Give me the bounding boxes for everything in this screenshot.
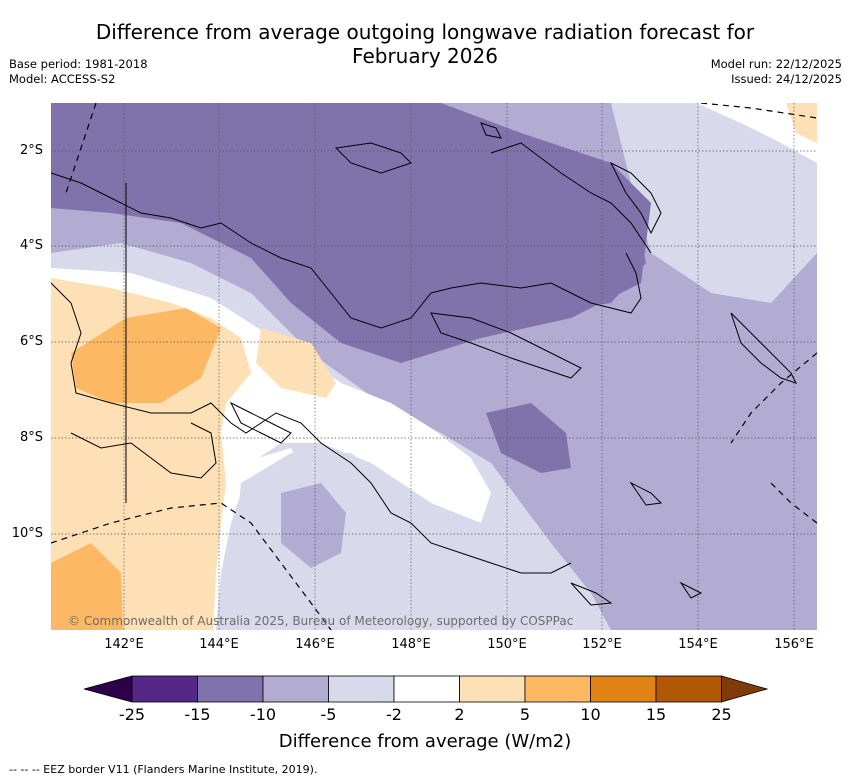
new-britain-island <box>430 312 582 379</box>
copyright-notice: © Commonwealth of Australia 2025, Bureau… <box>68 614 574 628</box>
anomaly-field-weak-negative-ne <box>611 103 817 303</box>
lon-label-154e: 154°E <box>678 637 718 652</box>
colorbar-tick-4: -5 <box>320 705 337 724</box>
lon-label-144e: 144°E <box>199 637 239 652</box>
lon-label-148e: 148°E <box>391 637 431 652</box>
lon-label-156e: 156°E <box>774 637 814 652</box>
eez-border-1 <box>65 103 97 194</box>
western-province-coast <box>70 422 217 479</box>
graticule <box>51 103 817 630</box>
colorbar-tick-1: -25 <box>118 705 146 724</box>
colorbar-segment-6 <box>459 675 526 703</box>
eez-borders <box>51 103 817 630</box>
colorbar-label: Difference from average (W/m2) <box>278 731 572 752</box>
model-run: Model run: 22/12/2025 <box>710 57 842 71</box>
manus-island <box>334 142 412 174</box>
chart-title: Difference from average outgoing longwav… <box>0 20 850 68</box>
eez-footnote: -- -- -- EEZ border V11 (Flanders Marine… <box>9 763 318 776</box>
colorbar-tick-10: 25 <box>711 705 732 724</box>
solomon-islet-2 <box>679 581 703 599</box>
issued-date: Issued: 24/12/2025 <box>731 72 842 86</box>
base-period: Base period: 1981-2018 <box>9 57 148 71</box>
bougainville <box>730 312 797 384</box>
colorbar-segment-8 <box>590 675 657 703</box>
lat-label-10s: 10°S <box>11 526 43 541</box>
title-line-1: Difference from average outgoing longwav… <box>95 20 755 44</box>
colorbar <box>84 675 768 703</box>
colorbar-tick-7: 5 <box>519 705 531 724</box>
anomaly-field-neutral-ne <box>696 103 817 163</box>
colorbar-segment-2 <box>197 675 264 703</box>
anomaly-field-moderate-negative-coral <box>281 483 346 568</box>
anomaly-field-moderate-positive-sw <box>51 543 123 630</box>
colorbar-tick-9: 15 <box>645 705 667 724</box>
lat-label-6s: 6°S <box>19 334 43 349</box>
eez-border-3 <box>730 352 817 444</box>
eez-border-2 <box>700 103 817 119</box>
lon-label-152e: 152°E <box>582 637 622 652</box>
lon-label-142e: 142°E <box>104 637 144 652</box>
lat-label-2s: 2°S <box>19 143 43 158</box>
colorbar-arrow-low <box>84 675 133 703</box>
colorbar-arrow-high <box>721 675 768 703</box>
map-svg <box>51 103 817 630</box>
colorbar-tick-5: -2 <box>386 705 402 724</box>
model-name: Model: ACCESS-S2 <box>9 72 116 86</box>
lat-label-8s: 8°S <box>19 430 43 445</box>
title-line-2: February 2026 <box>352 44 498 68</box>
colorbar-segment-1 <box>131 675 198 703</box>
anomaly-field-weak-positive-ne-corner <box>786 103 817 143</box>
new-britain-north <box>490 142 652 254</box>
map-panel <box>51 103 817 630</box>
small-island-1 <box>480 122 502 139</box>
anomaly-field-weak-positive-highlands <box>256 328 336 398</box>
colorbar-tick-3: -10 <box>249 705 277 724</box>
colorbar-segment-9 <box>655 675 722 703</box>
meta-right: Model run: 22/12/2025 Issued: 24/12/2025 <box>711 57 842 87</box>
anomaly-field-moderate-positive-west <box>71 308 221 403</box>
colorbar-tick-2: -15 <box>184 705 211 724</box>
lon-label-150e: 150°E <box>487 637 527 652</box>
colorbar-segment-5 <box>393 675 460 703</box>
new-ireland <box>609 161 662 235</box>
lat-label-4s: 4°S <box>19 238 43 253</box>
solomon-islet-1 <box>629 481 663 506</box>
colorbar-tick-8: 10 <box>580 705 601 724</box>
colorbar-segment-7 <box>524 675 591 703</box>
colorbar-segment-4 <box>328 675 395 703</box>
coastlines <box>51 122 797 606</box>
lon-label-146e: 146°E <box>295 637 335 652</box>
meta-left: Base period: 1981-2018 Model: ACCESS-S2 <box>9 57 148 87</box>
colorbar-tick-6: 2 <box>454 705 465 724</box>
new-guinea-north-coast <box>51 172 642 329</box>
colorbar-segment-3 <box>262 675 329 703</box>
louisiade-islet <box>570 582 613 606</box>
new-guinea-south-coast <box>51 282 572 574</box>
gulf-islands <box>229 401 292 444</box>
